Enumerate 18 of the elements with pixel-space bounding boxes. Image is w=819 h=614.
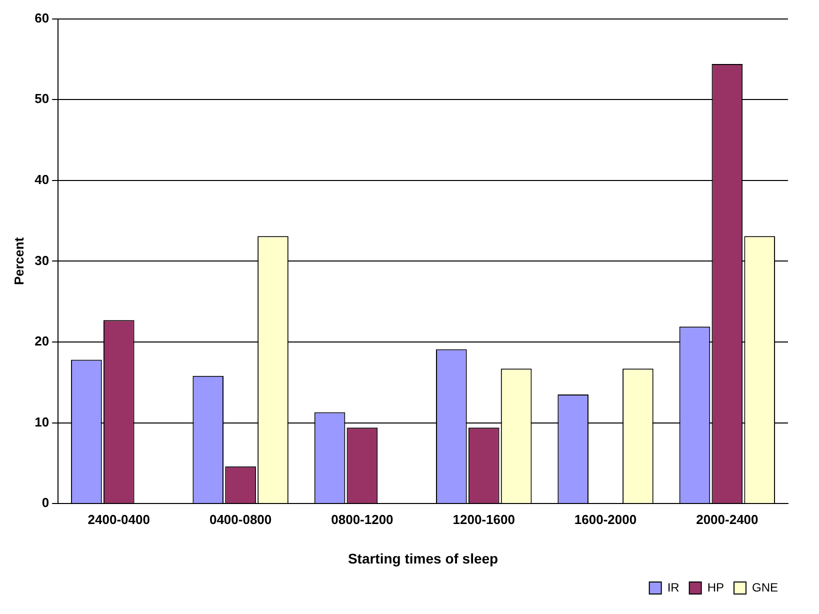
legend-label: IR: [667, 580, 680, 594]
x-tick-label: 2400-0400: [88, 512, 150, 527]
x-tick-label: 2000-2400: [696, 512, 758, 527]
y-tick-label: 40: [34, 172, 50, 187]
x-tick-label: 0400-0800: [209, 512, 272, 527]
y-tick-label: 20: [34, 334, 50, 349]
legend-label: GNE: [752, 580, 778, 594]
y-tick-label: 10: [34, 414, 50, 430]
x-axis-title: Starting times of sleep: [348, 550, 498, 566]
x-tick-label: 0800-1200: [331, 512, 394, 527]
y-tick-label: 30: [34, 252, 50, 268]
legend-label: HP: [707, 580, 724, 594]
y-axis-title: Percent: [11, 236, 26, 286]
y-tick-label: 0: [42, 495, 50, 510]
x-tick-label: 1600-2000: [574, 512, 637, 527]
x-tick-label: 1200-1600: [452, 512, 515, 527]
y-tick-label: 50: [34, 91, 50, 106]
y-tick-label: 60: [34, 10, 50, 26]
